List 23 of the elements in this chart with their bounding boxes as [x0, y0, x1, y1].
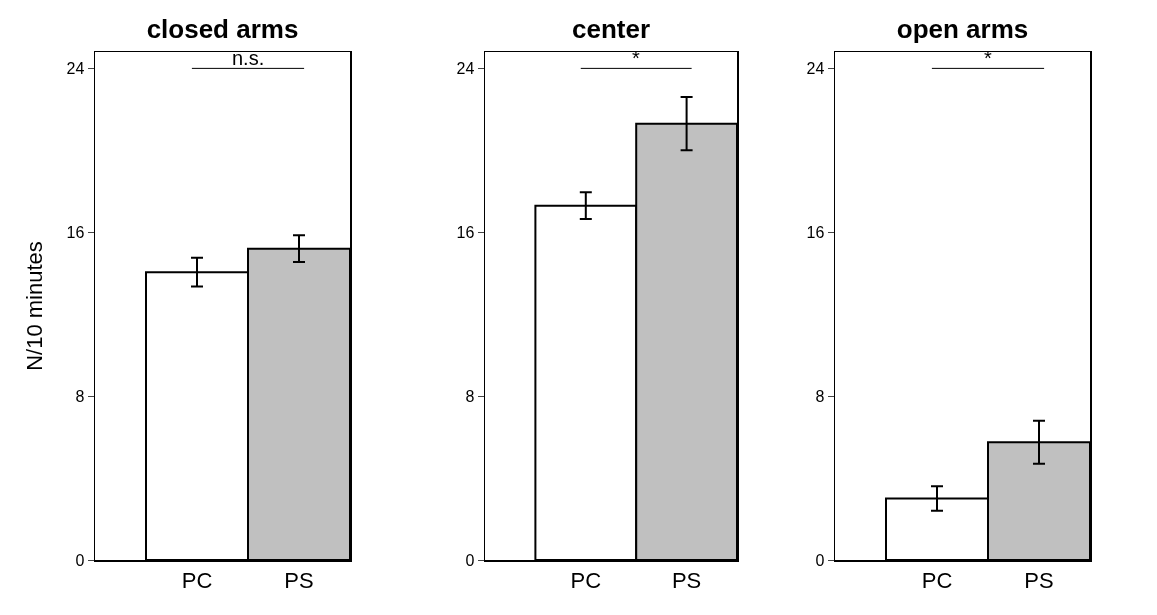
y-axis-title: N/10 minutes [21, 241, 47, 371]
chart-title: open arms [896, 14, 1029, 44]
y-tick-label: 8 [815, 387, 825, 405]
y-tick-label: 8 [75, 387, 85, 405]
y-tick-label: 0 [815, 551, 825, 569]
y-tick-label: 24 [806, 59, 825, 77]
y-tick-label: 24 [456, 59, 475, 77]
x-tick-label: PS [1024, 567, 1054, 593]
x-tick-label: PC [570, 567, 602, 593]
annotation: n.s. [232, 47, 265, 69]
x-tick-label: PC [921, 567, 953, 593]
y-tick-label: 16 [66, 223, 85, 241]
x-tick-label: PS [284, 567, 314, 593]
y-tick-label: 16 [456, 223, 475, 241]
y-tick-label: 24 [66, 59, 85, 77]
y-tick-label: 0 [465, 551, 475, 569]
x-tick-label: PS [671, 567, 702, 593]
y-tick-label: 16 [806, 223, 825, 241]
y-tick-label: 0 [75, 551, 85, 569]
y-tick-label: 8 [465, 387, 475, 405]
chart-title: center [571, 14, 651, 44]
chart-title: closed arms [146, 14, 299, 44]
x-tick-label: PC [181, 567, 213, 593]
